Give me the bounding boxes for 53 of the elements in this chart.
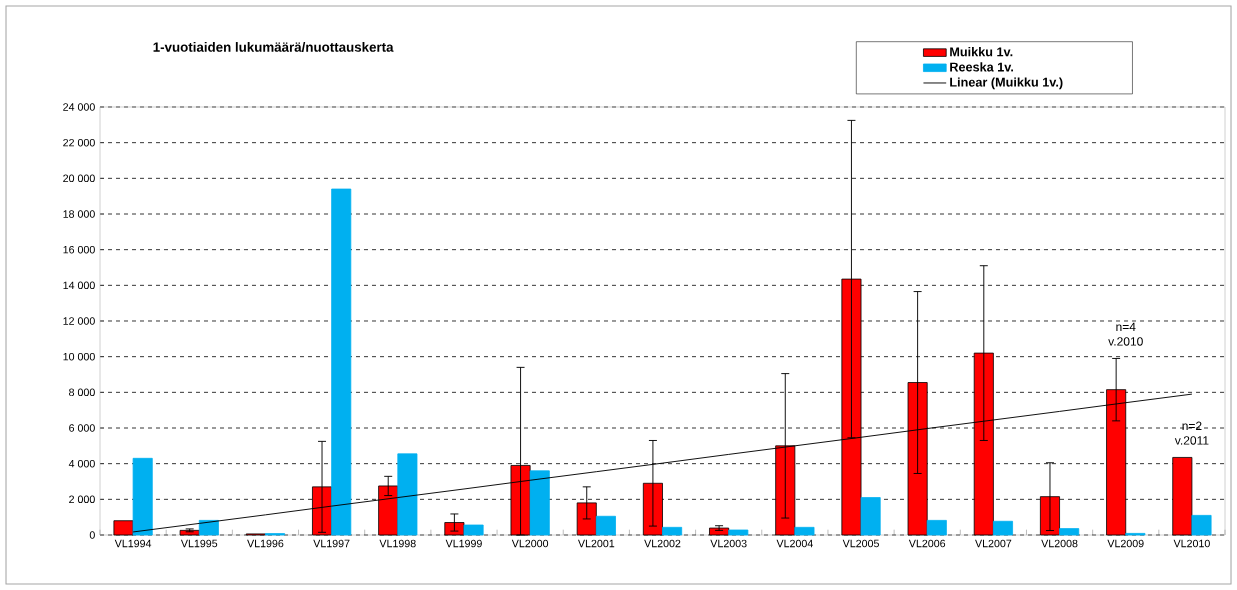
legend-label: Linear (Muikku 1v.) (950, 77, 1063, 90)
chart-title: 1-vuotiaiden lukumäärä/nuottauskerta (153, 42, 394, 52)
y-tick-label: 8 000 (69, 388, 95, 397)
x-tick-label: VL2001 (577, 539, 615, 548)
bar (1191, 514, 1212, 536)
annotation: n=2 v.2011 (1174, 421, 1209, 445)
bar (709, 527, 730, 536)
y-tick-label: 2 000 (69, 495, 95, 504)
bar (926, 519, 947, 536)
y-tick-label: 22 000 (63, 138, 95, 147)
bar (198, 519, 219, 536)
x-tick-label: VL1997 (313, 539, 350, 548)
x-tick-label: VL2000 (511, 539, 549, 548)
bar (1059, 528, 1080, 536)
y-tick-label: 6 000 (69, 424, 95, 432)
x-tick-label: VL2009 (1107, 539, 1144, 548)
y-tick-label: 16 000 (63, 245, 95, 254)
bar (529, 470, 550, 536)
bar (463, 524, 484, 536)
x-tick-label: VL1996 (247, 539, 284, 548)
x-tick-label: VL2010 (1173, 539, 1210, 548)
bar (992, 520, 1013, 536)
x-tick-label: VL1998 (379, 539, 416, 548)
bar (794, 526, 815, 536)
x-tick-label: VL2008 (1041, 539, 1078, 548)
bar (595, 515, 616, 536)
bar (728, 529, 749, 536)
bar (860, 497, 881, 536)
y-tick-label: 24 000 (63, 103, 95, 111)
y-tick-label: 0 (89, 531, 95, 539)
bar (132, 457, 153, 536)
x-tick-label: VL1994 (114, 539, 152, 548)
x-tick-label: VL2002 (644, 539, 681, 548)
x-tick-label: VL1995 (180, 539, 218, 548)
bar (662, 526, 683, 536)
y-tick-label: 18 000 (63, 210, 95, 218)
y-tick-label: 14 000 (63, 281, 95, 290)
x-tick-label: VL2005 (842, 539, 879, 548)
bar (179, 529, 200, 536)
x-tick-label: VL2004 (776, 539, 813, 548)
y-tick-label: 20 000 (63, 174, 95, 183)
bar (331, 188, 352, 536)
y-tick-label: 12 000 (63, 317, 95, 325)
x-tick-label: VL2003 (710, 539, 747, 548)
x-tick-label: VL1999 (445, 539, 482, 548)
x-tick-label: VL2006 (908, 539, 946, 548)
x-tick-label: VL2007 (975, 539, 1012, 548)
y-tick-label: 4 000 (68, 459, 95, 468)
bar (397, 453, 418, 536)
legend-label: Reeska 1v. (950, 62, 1014, 72)
annotation: n=4 v.2010 (1108, 322, 1143, 346)
y-tick-label: 10 000 (63, 352, 95, 361)
legend-label: Muikku 1v. (950, 47, 1013, 57)
